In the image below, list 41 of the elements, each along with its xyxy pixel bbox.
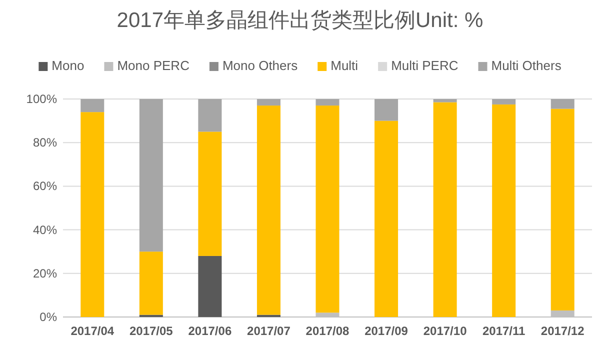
bar	[80, 99, 104, 112]
legend-label: Multi	[330, 58, 358, 73]
y-tick-label: 0%	[40, 310, 58, 324]
bar	[139, 99, 163, 252]
bar	[550, 99, 574, 109]
y-tick-label: 20%	[32, 266, 58, 280]
bar	[80, 112, 104, 317]
bar	[374, 99, 398, 121]
bar	[492, 104, 516, 317]
y-tick-label: 100%	[26, 92, 58, 106]
x-tick-label: 2017/08	[306, 324, 350, 338]
bar	[492, 99, 516, 104]
bar	[433, 102, 457, 317]
x-tick-label: 2017/12	[540, 324, 585, 338]
bar	[433, 99, 457, 102]
legend-label: Mono	[52, 58, 84, 73]
x-tick-label: 2017/07	[247, 324, 291, 338]
bar	[374, 120, 398, 317]
bar	[139, 252, 163, 315]
legend-label: Mono PERC	[117, 58, 190, 73]
bar	[256, 99, 280, 106]
x-tick-label: 2017/05	[129, 324, 174, 338]
legend-label: Multi PERC	[391, 58, 458, 73]
y-tick-label: 60%	[32, 179, 58, 194]
legend-label: Mono Others	[222, 58, 298, 73]
bar	[316, 99, 340, 106]
x-tick-label: 2017/06	[188, 324, 232, 338]
chart-title: 2017年单多晶组件出货类型比例Unit: %	[116, 9, 484, 32]
bar	[316, 106, 340, 313]
bar	[256, 106, 280, 315]
y-tick-label: 40%	[32, 222, 58, 237]
bar	[198, 99, 222, 132]
bar	[198, 256, 222, 317]
x-tick-label: 2017/09	[364, 324, 408, 338]
x-tick-label: 2017/11	[482, 324, 526, 338]
bar	[198, 132, 222, 256]
x-tick-label: 2017/04	[70, 324, 114, 338]
y-tick-label: 80%	[32, 136, 58, 150]
bar	[550, 108, 574, 310]
x-tick-label: 2017/10	[423, 324, 468, 338]
legend-label: Multi Others	[491, 58, 562, 73]
